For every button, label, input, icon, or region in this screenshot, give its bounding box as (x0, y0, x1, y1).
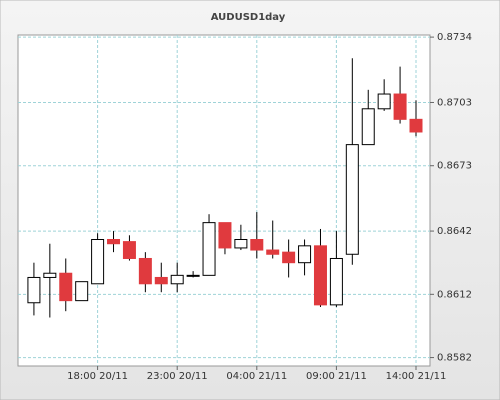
candle-body (313, 245, 327, 306)
candle-body (27, 276, 41, 304)
candle-body (202, 222, 216, 276)
x-tick-label: 14:00 21/11 (386, 371, 447, 382)
candle-body (282, 251, 296, 264)
candle-body (138, 257, 152, 285)
candle-body (91, 239, 105, 285)
candle-body (218, 222, 232, 249)
y-tick-label: 0.8642 (437, 226, 472, 237)
candle-body (75, 281, 89, 302)
y-tick-label: 0.8734 (437, 32, 472, 43)
candle-body (170, 274, 184, 285)
x-tick-label: 09:00 21/11 (306, 371, 367, 382)
candle-body (250, 239, 264, 251)
candle-body (409, 118, 423, 133)
candle-body (59, 272, 73, 302)
candle-body (122, 241, 136, 259)
y-tick-label: 0.8612 (437, 289, 472, 300)
x-tick-label: 18:00 20/11 (67, 371, 128, 382)
candle-body (43, 272, 57, 278)
y-tick-label: 0.8673 (437, 161, 472, 172)
candle-body (329, 257, 343, 306)
candle-body (393, 93, 407, 120)
candle-body (298, 245, 312, 264)
x-tick-label: 04:00 21/11 (226, 371, 287, 382)
candle-body (186, 274, 200, 277)
candle-body (266, 249, 280, 255)
x-tick-label: 23:00 20/11 (147, 371, 208, 382)
candle-body (154, 276, 168, 285)
candle-body (345, 144, 359, 255)
candle-body (377, 93, 391, 110)
y-tick-label: 0.8582 (437, 353, 472, 364)
y-tick-label: 0.8703 (437, 97, 472, 108)
chart-title: AUDUSD1day (211, 12, 286, 23)
candle-body (361, 108, 375, 146)
plot-area (17, 34, 431, 367)
candle-body (234, 239, 248, 249)
candle-body (107, 239, 121, 245)
